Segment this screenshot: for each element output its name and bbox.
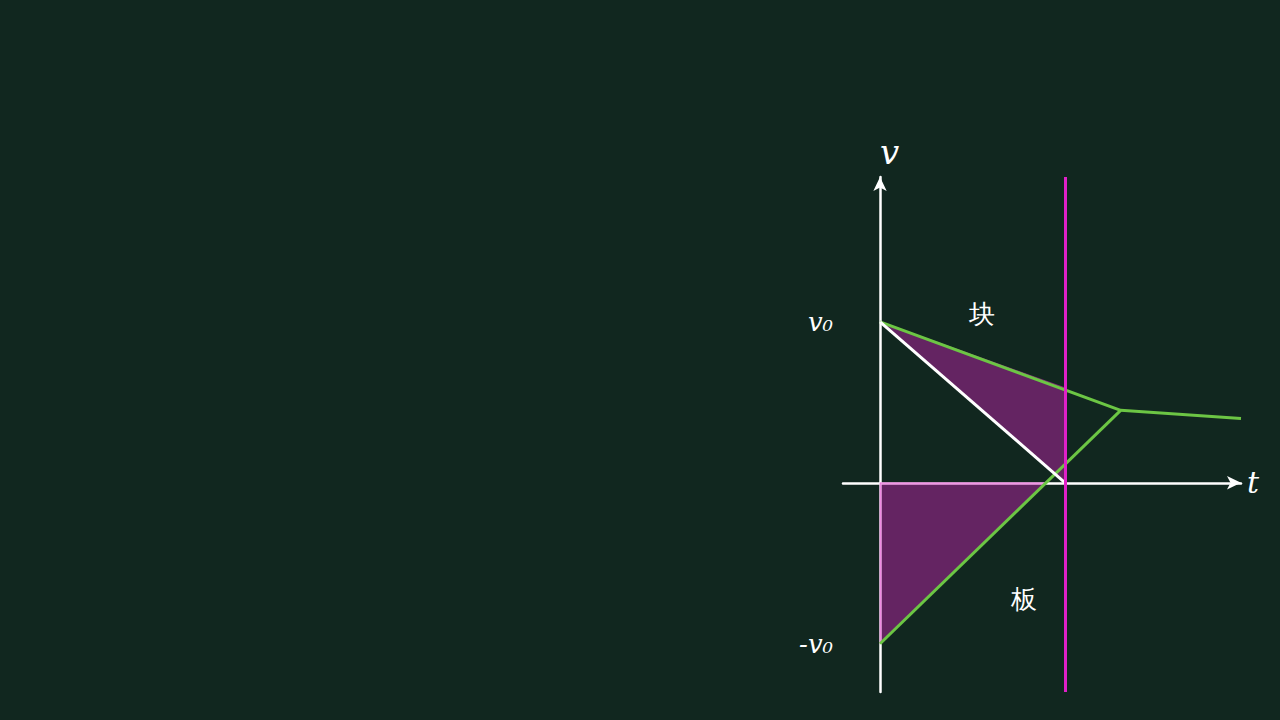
svg-text:t: t bbox=[1247, 465, 1260, 500]
svg-text:v₀: v₀ bbox=[808, 307, 834, 337]
svg-text:块: 块 bbox=[968, 299, 995, 329]
svg-text:板: 板 bbox=[1010, 584, 1037, 614]
svg-text:v: v bbox=[880, 132, 899, 172]
svg-text:-v₀: -v₀ bbox=[799, 629, 833, 659]
